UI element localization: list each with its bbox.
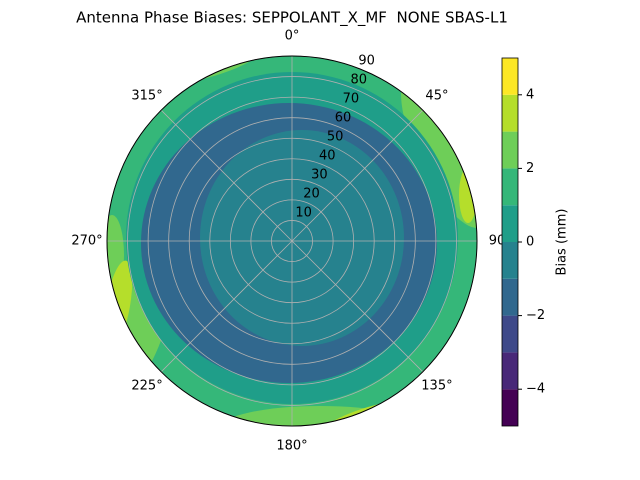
colorbar-tick-label: −4 bbox=[526, 382, 545, 397]
r-tick-label: 20 bbox=[303, 186, 320, 201]
colorbar-band bbox=[502, 242, 518, 279]
chart-title: Antenna Phase Biases: SEPPOLANT_X_MF NON… bbox=[76, 9, 508, 28]
contour-region bbox=[459, 167, 477, 223]
theta-tick-label: 90 bbox=[489, 234, 506, 249]
grid-spoke bbox=[291, 109, 424, 242]
r-tick-label: 80 bbox=[350, 72, 367, 87]
r-tick-label: 40 bbox=[319, 148, 336, 163]
theta-tick-label: 0° bbox=[285, 29, 300, 44]
colorbar-band bbox=[502, 94, 518, 132]
colorbar-tick-label: 2 bbox=[526, 161, 534, 176]
grid-spoke bbox=[160, 109, 293, 242]
axes: 1020304050607080900°45°90135°180°225°270… bbox=[71, 29, 569, 454]
colorbar-band bbox=[502, 389, 518, 426]
contour-region bbox=[200, 130, 404, 346]
colorbar-band bbox=[502, 58, 518, 95]
colorbar-band bbox=[502, 205, 518, 242]
colorbar-band bbox=[502, 315, 518, 353]
r-tick-label: 30 bbox=[311, 167, 328, 182]
contour-region bbox=[220, 406, 420, 426]
theta-tick-label: 315° bbox=[131, 89, 162, 104]
colorbar-label: Bias (mm) bbox=[555, 209, 570, 276]
colorbar-band bbox=[502, 131, 518, 169]
polar-border bbox=[106, 55, 478, 427]
grid-spoke bbox=[160, 240, 293, 373]
theta-tick-label: 135° bbox=[421, 378, 452, 393]
colorbar-band bbox=[502, 352, 518, 390]
r-tick-label: 70 bbox=[343, 91, 360, 106]
colorbar-band bbox=[502, 278, 518, 316]
theta-tick-label: 180° bbox=[276, 439, 307, 454]
r-tick-label: 10 bbox=[295, 205, 312, 220]
r-tick-label: 50 bbox=[327, 129, 344, 144]
r-tick-label: 60 bbox=[335, 110, 352, 125]
colorbar-band bbox=[502, 168, 518, 206]
theta-tick-label: 270° bbox=[71, 234, 102, 249]
theta-tick-label: 225° bbox=[131, 378, 162, 393]
theta-tick-label: 45° bbox=[425, 89, 448, 104]
colorbar-tick-label: 4 bbox=[526, 87, 534, 102]
r-tick-label: 90 bbox=[358, 53, 375, 68]
grid-spoke bbox=[291, 240, 424, 373]
colorbar-tick-label: 0 bbox=[526, 235, 534, 250]
colorbar-tick-label: −2 bbox=[526, 308, 545, 323]
